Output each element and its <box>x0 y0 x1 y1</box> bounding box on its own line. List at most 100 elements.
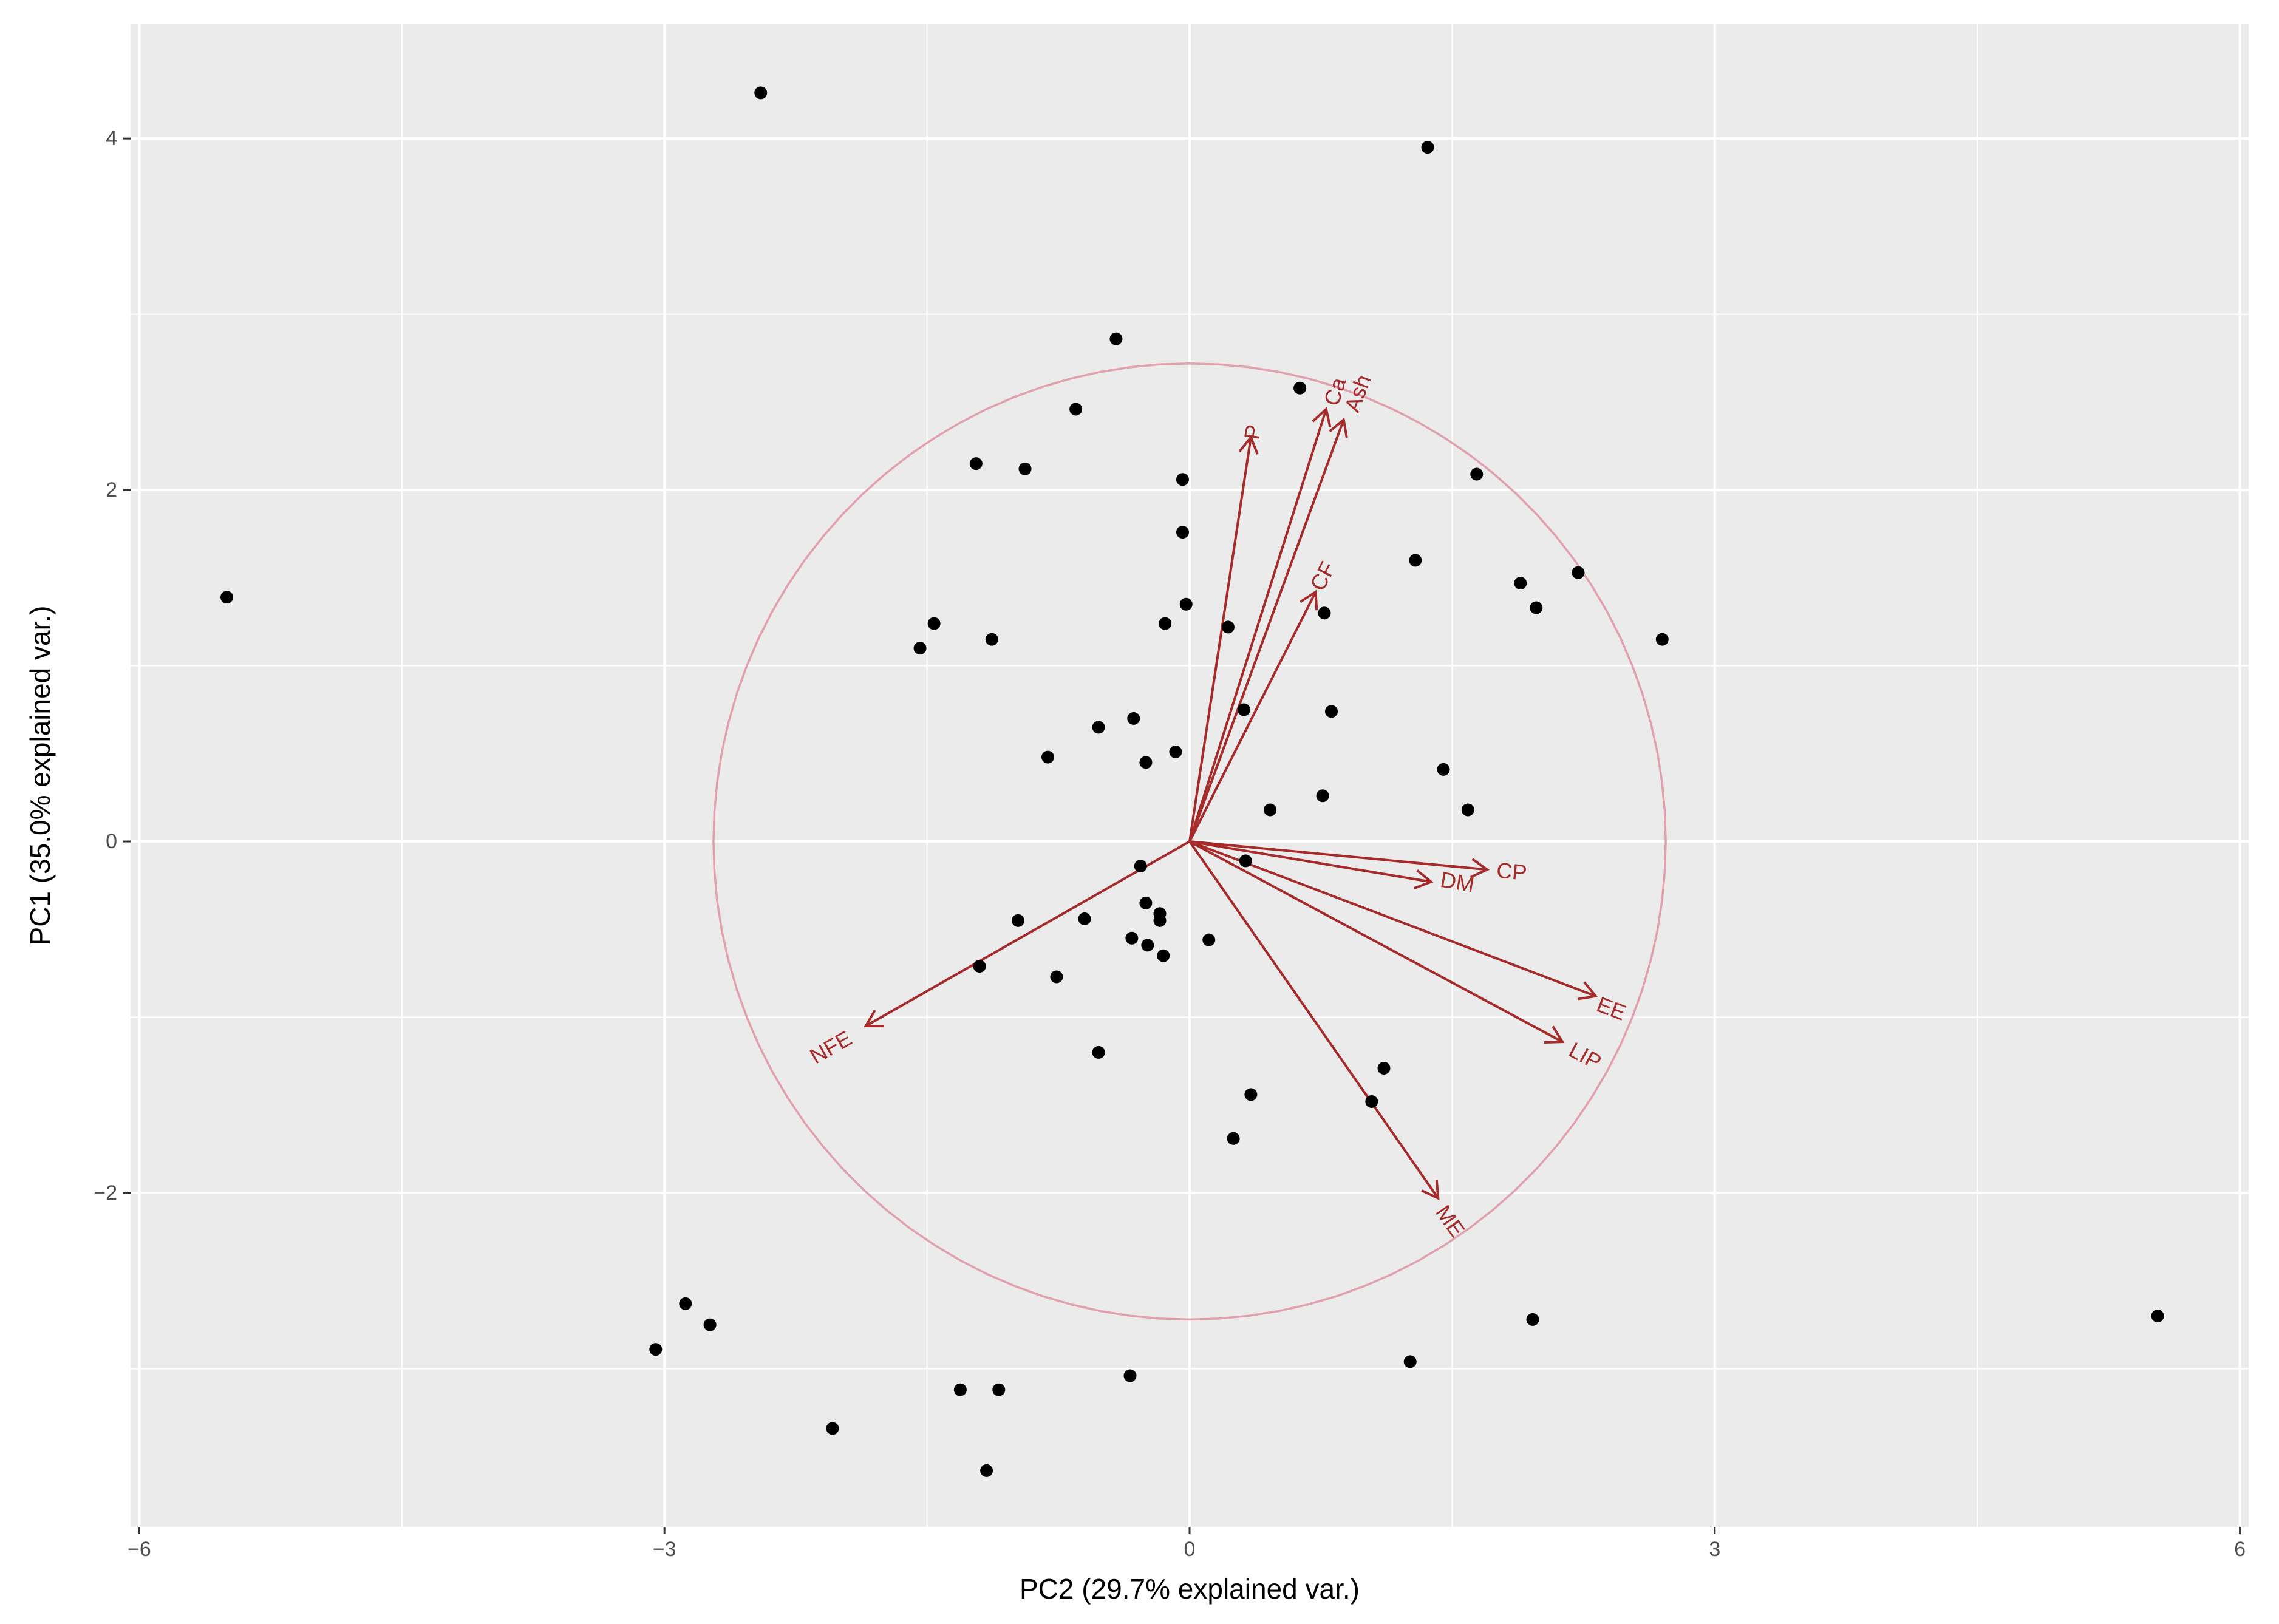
data-point <box>985 633 998 646</box>
data-point <box>1176 526 1189 539</box>
data-point <box>1139 756 1153 769</box>
data-point <box>1069 403 1083 416</box>
major-gridlines <box>131 24 2249 1527</box>
data-point <box>973 960 986 973</box>
x-tick-label: 0 <box>1184 1538 1196 1561</box>
vector-dm <box>1189 840 1432 883</box>
data-point <box>649 1343 663 1356</box>
data-point <box>1078 912 1091 925</box>
vector-me <box>1188 840 1439 1199</box>
vector-arrowhead-p <box>1238 435 1259 455</box>
vector-arrowhead-ee <box>1577 981 1598 1001</box>
data-point <box>1092 1045 1105 1059</box>
data-point <box>1293 381 1307 395</box>
data-point <box>1179 597 1193 611</box>
data-point <box>2151 1310 2164 1323</box>
data-point <box>1572 566 1585 579</box>
data-point <box>1514 577 1527 590</box>
vector-arrowhead-nfe <box>864 1010 884 1028</box>
data-point <box>927 617 941 630</box>
data-point <box>1239 854 1252 868</box>
x-tick-label: 3 <box>1709 1538 1720 1561</box>
data-point <box>1134 860 1147 873</box>
data-point <box>980 1464 993 1477</box>
data-point <box>1092 721 1105 734</box>
data-point <box>1169 745 1182 758</box>
y-axis-title: PC1 (35.0% explained var.) <box>24 606 56 946</box>
y-tick-label: −2 <box>94 1181 117 1204</box>
y-tick-label: 2 <box>106 478 117 501</box>
data-point <box>1109 332 1123 345</box>
x-axis: −6 −3 0 3 6 <box>128 1527 2246 1561</box>
vector-arrowhead-ash <box>1329 417 1348 438</box>
x-tick-label: −6 <box>128 1538 151 1561</box>
data-point <box>1125 931 1139 945</box>
score-points <box>220 86 2164 1477</box>
data-point <box>1526 1313 1539 1326</box>
x-axis-title: PC2 (29.7% explained var.) <box>1020 1573 1360 1605</box>
vector-arrowhead-lip <box>1544 1025 1565 1044</box>
data-point <box>1324 705 1338 718</box>
data-point <box>1437 763 1450 776</box>
vector-ash <box>1188 419 1345 842</box>
data-point <box>1176 473 1189 486</box>
data-point <box>1377 1061 1391 1075</box>
vector-ca <box>1188 409 1327 842</box>
data-point <box>703 1318 717 1331</box>
vector-lip <box>1189 840 1563 1043</box>
x-tick-label: −3 <box>653 1538 676 1561</box>
data-point <box>1202 933 1216 946</box>
data-point <box>1159 617 1172 630</box>
loading-vectors <box>864 407 1598 1200</box>
data-point <box>1461 803 1474 817</box>
data-point <box>1470 467 1484 481</box>
data-point <box>1221 620 1235 634</box>
data-point <box>1365 1095 1378 1108</box>
vector-label-cp: CP <box>1496 858 1528 886</box>
data-point <box>992 1383 1006 1396</box>
data-point <box>1141 939 1154 952</box>
data-point <box>1421 141 1434 154</box>
vector-cf <box>1188 591 1317 842</box>
data-point <box>953 1383 967 1396</box>
data-point <box>1041 750 1055 764</box>
vector-arrowhead-cf <box>1300 589 1318 611</box>
data-point <box>1018 462 1032 475</box>
data-point <box>220 591 234 604</box>
data-point <box>1157 949 1170 962</box>
data-point <box>1655 633 1669 646</box>
data-point <box>679 1297 692 1310</box>
data-point <box>1264 803 1277 817</box>
data-point <box>1012 914 1025 927</box>
vector-cp <box>1189 840 1488 871</box>
vector-arrowhead-ca <box>1312 407 1332 427</box>
correlation-circle <box>712 362 1667 1321</box>
vector-arrowhead-dm <box>1413 869 1434 890</box>
x-tick-label: 6 <box>2234 1538 2246 1561</box>
data-point <box>1227 1132 1240 1145</box>
y-tick-label: 4 <box>106 127 117 150</box>
data-point <box>1050 970 1063 984</box>
vector-arrowhead-cp <box>1470 858 1490 878</box>
data-point <box>1123 1369 1137 1382</box>
y-axis: −2 0 2 4 <box>94 127 131 1204</box>
data-point <box>969 457 983 471</box>
vector-p <box>1188 437 1252 842</box>
vector-arrowhead-me <box>1421 1180 1440 1200</box>
data-point <box>913 642 927 655</box>
vector-ee <box>1189 840 1596 997</box>
data-point <box>1153 914 1167 927</box>
data-point <box>1409 554 1422 567</box>
data-point <box>1530 601 1543 614</box>
data-point <box>1403 1355 1417 1368</box>
data-point <box>1244 1088 1258 1101</box>
data-point <box>826 1422 839 1435</box>
data-point <box>1139 896 1153 909</box>
data-point <box>1127 712 1140 725</box>
data-point <box>1316 789 1329 803</box>
data-point <box>754 86 768 100</box>
vector-nfe <box>865 840 1190 1027</box>
data-point <box>1318 606 1331 620</box>
vector-label-dm: DM <box>1439 867 1476 897</box>
